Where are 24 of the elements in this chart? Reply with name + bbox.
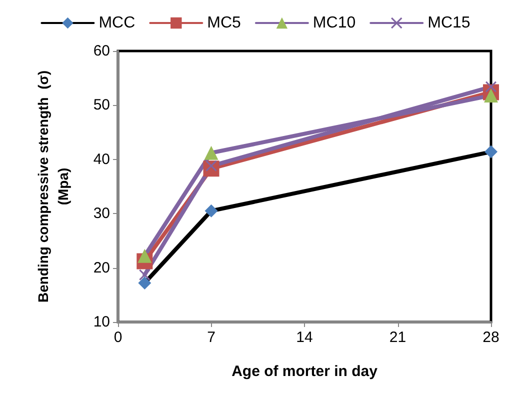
y-tick-label: 30 bbox=[93, 205, 110, 222]
y-axis-title: Bending compressive strength (σ) (Mpa) bbox=[35, 70, 71, 303]
legend-label: MCC bbox=[98, 14, 136, 32]
x-tick-label: 14 bbox=[296, 329, 313, 346]
point bbox=[484, 88, 498, 102]
point bbox=[204, 204, 218, 218]
x-tick-label: 28 bbox=[482, 329, 500, 346]
point bbox=[484, 145, 498, 158]
point bbox=[138, 248, 152, 263]
y-tick-label: 20 bbox=[93, 259, 110, 276]
x-tick-label: 7 bbox=[207, 329, 216, 346]
x-tick-label: 0 bbox=[114, 329, 122, 346]
y-tick-label: 60 bbox=[93, 42, 110, 60]
y-tick-label: 50 bbox=[93, 96, 110, 114]
legend-label: MC10 bbox=[312, 14, 356, 32]
point bbox=[138, 276, 152, 290]
x-tick-label: 21 bbox=[389, 329, 406, 346]
x-axis-title: Age of morter in day bbox=[232, 363, 378, 380]
legend-label: MC5 bbox=[207, 14, 242, 32]
y-tick-label: 40 bbox=[93, 150, 110, 168]
y-tick-label: 10 bbox=[93, 314, 110, 330]
legend-label: MC15 bbox=[428, 14, 470, 32]
point bbox=[139, 269, 150, 280]
point bbox=[204, 146, 218, 160]
